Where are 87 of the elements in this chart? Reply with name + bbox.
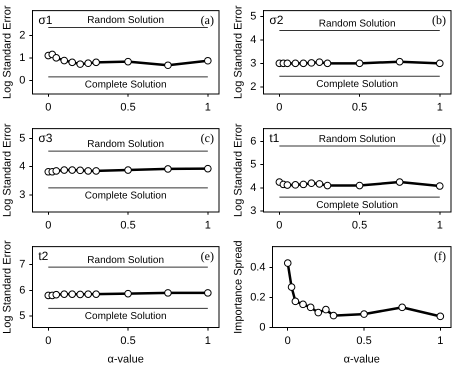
x-tick-label: 0: [45, 335, 52, 348]
y-axis-title: Log Standard Error: [232, 5, 245, 99]
point: [360, 310, 368, 318]
point: [164, 61, 172, 70]
x-tick-label: 0: [45, 101, 52, 114]
x-tick-label: 0: [276, 101, 282, 114]
point: [68, 58, 76, 66]
y-tick-label: 0.4: [250, 262, 266, 274]
x-tick-label: 1: [437, 335, 444, 348]
ref-line-label: Complete Solution: [84, 190, 167, 202]
ref-line-label: Random Solution: [87, 254, 164, 266]
x-tick-label: 0: [276, 219, 282, 232]
x-axis-title: α-value: [344, 353, 380, 366]
y-tick-label: 3: [250, 57, 256, 70]
ref-line-label: Complete Solution: [316, 78, 398, 90]
point: [76, 60, 84, 68]
ref-line-label: Complete Solution: [84, 311, 167, 322]
point: [314, 308, 322, 316]
x-axis-title: α-value: [107, 353, 144, 366]
point: [288, 283, 296, 291]
y-tick-label: 4: [250, 34, 256, 46]
point: [292, 298, 300, 306]
annotation: (b): [432, 12, 446, 27]
y-axis-title: Log Standard Error: [232, 123, 245, 217]
y-tick-label: 3: [250, 205, 256, 218]
point: [306, 304, 314, 312]
ref-line-label: Random Solution: [87, 15, 164, 26]
point: [299, 300, 307, 308]
annotation: (e): [200, 248, 214, 263]
ref-line-label: Random Solution: [318, 18, 396, 30]
x-tick-label: 0.5: [120, 335, 136, 348]
annotation: (d): [432, 130, 446, 145]
y-axis-title: Log Standard Error: [2, 240, 14, 334]
ref-line-label: Complete Solution: [316, 200, 398, 211]
point: [284, 259, 292, 267]
x-tick-label: 1: [436, 101, 443, 114]
x-tick-label: 0.5: [356, 335, 372, 348]
y-tick-label: 2: [250, 80, 256, 93]
annotation: (c): [200, 130, 214, 145]
point: [60, 56, 68, 64]
x-tick-label: 0.5: [352, 101, 368, 114]
point: [322, 306, 330, 314]
y-tick-label: 4: [250, 182, 256, 194]
y-tick-label: 0.2: [250, 292, 266, 304]
x-tick-label: 0.5: [120, 101, 136, 114]
ref-line-label: Complete Solution: [84, 80, 167, 91]
ref-line-label: Random Solution: [318, 134, 396, 145]
point: [124, 58, 132, 66]
x-tick-label: 0.5: [120, 219, 136, 232]
point: [52, 54, 60, 62]
y-tick-label: 6: [250, 135, 256, 148]
y-tick-label: 5: [19, 132, 26, 144]
point: [84, 59, 92, 68]
x-tick-label: 0: [284, 335, 291, 348]
x-tick-label: 1: [204, 101, 211, 114]
y-tick-label: 5: [19, 310, 26, 322]
y-tick-label: 5: [250, 10, 256, 22]
y-tick-label: 3: [19, 188, 26, 201]
x-tick-label: 1: [204, 219, 211, 232]
annotation: σ2: [269, 12, 284, 27]
y-tick-label: 5: [250, 158, 256, 171]
point: [92, 58, 100, 66]
point: [436, 312, 444, 320]
annotation: (a): [200, 12, 214, 27]
annotation: t2: [38, 248, 49, 263]
y-tick-label: 0: [259, 322, 266, 334]
x-tick-label: 0.5: [352, 219, 368, 232]
annotation: σ3: [38, 130, 53, 145]
y-tick-label: 0: [19, 74, 26, 86]
y-tick-label: 2: [19, 29, 26, 42]
annotation: t1: [269, 130, 280, 145]
y-axis-title: Log Standard Error: [2, 123, 14, 217]
y-axis-title: Importance Spread: [232, 240, 245, 334]
x-tick-label: 0: [45, 219, 52, 232]
annotation: σ1: [38, 12, 53, 27]
y-tick-label: 7: [19, 258, 26, 271]
point: [204, 56, 212, 65]
y-tick-label: 1: [19, 52, 26, 64]
y-tick-label: 6: [19, 284, 26, 296]
y-tick-label: 4: [19, 160, 26, 173]
annotation: (f): [434, 248, 446, 263]
x-tick-label: 1: [204, 335, 211, 348]
point: [330, 312, 338, 320]
y-axis-title: Log Standard Error: [2, 5, 14, 99]
ref-line-label: Random Solution: [87, 138, 164, 150]
point: [398, 304, 406, 312]
x-tick-label: 1: [436, 219, 443, 232]
